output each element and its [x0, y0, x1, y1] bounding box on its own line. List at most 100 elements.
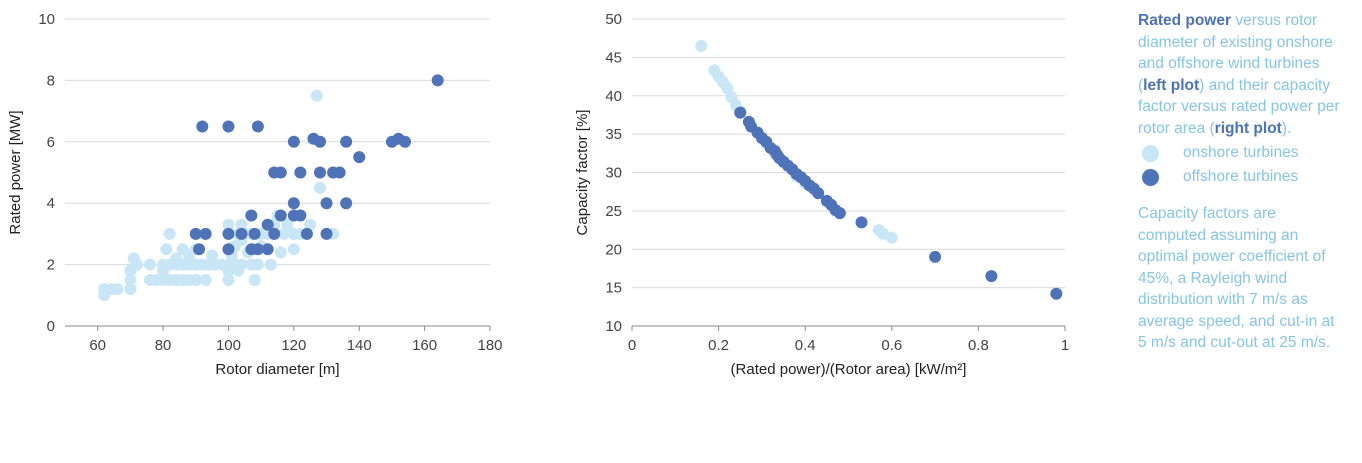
y-tick-label: 6: [47, 134, 55, 151]
y-tick-label: 40: [605, 88, 622, 105]
offshore-point: [245, 209, 258, 222]
offshore-point: [199, 227, 212, 240]
y-tick-label: 0: [47, 318, 55, 335]
offshore-point: [189, 227, 202, 240]
offshore-point: [353, 151, 366, 164]
offshore-point: [222, 120, 235, 133]
series-offshore: [189, 74, 444, 256]
offshore-point: [268, 227, 281, 240]
left-scatter-chart: 0 2 4 6 8 10 60 80 100 120 140 160 180 Rotor diameter…: [7, 11, 503, 378]
y-tick-label: 4: [47, 195, 55, 212]
onshore-point: [199, 273, 212, 286]
x-axis-title: Rotor diameter [m]: [215, 361, 339, 378]
onshore-point: [251, 258, 264, 271]
onshore-point: [235, 218, 248, 231]
offshore-point: [929, 250, 942, 263]
offshore-point: [251, 243, 264, 256]
series-onshore: [98, 89, 340, 302]
caption-text-part4: ) and their capacity factor versus rated…: [1138, 76, 1340, 137]
caption-text-part2: versus rotor diameter of existing onshor…: [1138, 12, 1333, 94]
offshore-point: [261, 218, 274, 231]
y-tick-label: 25: [605, 203, 622, 220]
offshore-point: [734, 106, 747, 119]
onshore-point: [278, 227, 291, 240]
legend: onshore turbines offshore turbines: [1138, 141, 1343, 189]
onshore-point: [144, 258, 156, 271]
onshore-point: [310, 89, 323, 102]
onshore-point: [304, 218, 317, 231]
caption-panel: Rated power versus rotor diameter of exi…: [1138, 10, 1343, 354]
x-tick-label: 0.2: [708, 337, 729, 354]
x-tick-label: 0: [628, 337, 636, 354]
offshore-point: [300, 227, 313, 240]
series-onshore: [695, 39, 898, 244]
offshore-point: [294, 209, 307, 222]
offshore-point: [833, 207, 846, 220]
offshore-point: [314, 166, 326, 179]
offshore-point: [340, 135, 353, 148]
x-axis-title: (Rated power)/(Rotor area) [kW/m²]: [731, 361, 967, 378]
offshore-point: [261, 243, 274, 256]
caption-text-part6: ).: [1281, 119, 1292, 137]
offshore-point: [274, 166, 287, 179]
onshore-point: [111, 283, 124, 296]
offshore-point: [855, 216, 868, 229]
onshore-point: [274, 246, 287, 259]
onshore-point: [222, 218, 235, 231]
caption-strong-right-plot: right plot: [1214, 119, 1282, 137]
offshore-point: [287, 135, 300, 148]
x-tick-label: 60: [89, 337, 106, 354]
y-tick-label: 8: [47, 72, 55, 89]
y-tick-label: 15: [605, 280, 622, 297]
offshore-point: [193, 243, 206, 256]
offshore-point: [333, 166, 346, 179]
x-tick-label: 180: [477, 337, 502, 354]
x-tick-label: 0.8: [968, 337, 989, 354]
offshore-point: [399, 135, 411, 148]
offshore-point: [340, 197, 353, 210]
offshore-point: [222, 243, 235, 256]
onshore-point: [235, 258, 248, 271]
x-tick-label: 160: [412, 337, 437, 354]
onshore-point: [124, 283, 137, 296]
caption-strong-left-plot: left plot: [1143, 76, 1200, 94]
offshore-point: [294, 166, 307, 179]
offshore-point: [314, 135, 326, 148]
right-scatter-chart: 10 15 20 25 30 35 40 45 50 0 0.2 0.4 0.6 0.8 1 (Rated p…: [574, 11, 1069, 378]
y-tick-label: 10: [38, 11, 55, 28]
y-tick-label: 30: [605, 165, 622, 182]
x-tick-label: 80: [155, 337, 172, 354]
onshore-point: [264, 258, 277, 271]
offshore-point: [222, 227, 235, 240]
onshore-point: [160, 243, 173, 256]
offshore-point: [1050, 287, 1063, 300]
offshore-point: [812, 187, 825, 200]
offshore-point: [320, 197, 333, 210]
y-tick-label: 35: [605, 126, 622, 143]
offshore-point: [196, 120, 209, 133]
caption-note: Capacity factors are computed assuming a…: [1138, 205, 1335, 351]
onshore-point: [314, 181, 326, 194]
x-tick-label: 140: [347, 337, 372, 354]
legend-marker-offshore: [1142, 168, 1159, 186]
onshore-point: [287, 243, 300, 256]
legend-label-onshore: onshore turbines: [1183, 144, 1299, 162]
y-tick-label: 20: [605, 241, 622, 258]
onshore-point: [248, 273, 261, 286]
y-tick-label: 10: [605, 318, 622, 335]
x-tick-label: 120: [281, 337, 306, 354]
y-axis-title: Capacity factor [%]: [574, 110, 591, 236]
y-tick-label: 50: [605, 11, 622, 28]
x-tick-label: 1: [1061, 337, 1069, 354]
offshore-point: [235, 227, 248, 240]
onshore-point: [163, 227, 176, 240]
offshore-point: [320, 227, 333, 240]
x-tick-label: 0.6: [881, 337, 902, 354]
offshore-point: [274, 209, 287, 222]
caption-text: Rated power versus rotor diameter of exi…: [1138, 10, 1343, 139]
caption-strong-rated-power: Rated power: [1138, 12, 1232, 29]
onshore-point: [695, 39, 708, 52]
legend-item-offshore: offshore turbines: [1138, 165, 1343, 189]
x-tick-label: 100: [216, 337, 241, 354]
offshore-point: [985, 270, 998, 283]
